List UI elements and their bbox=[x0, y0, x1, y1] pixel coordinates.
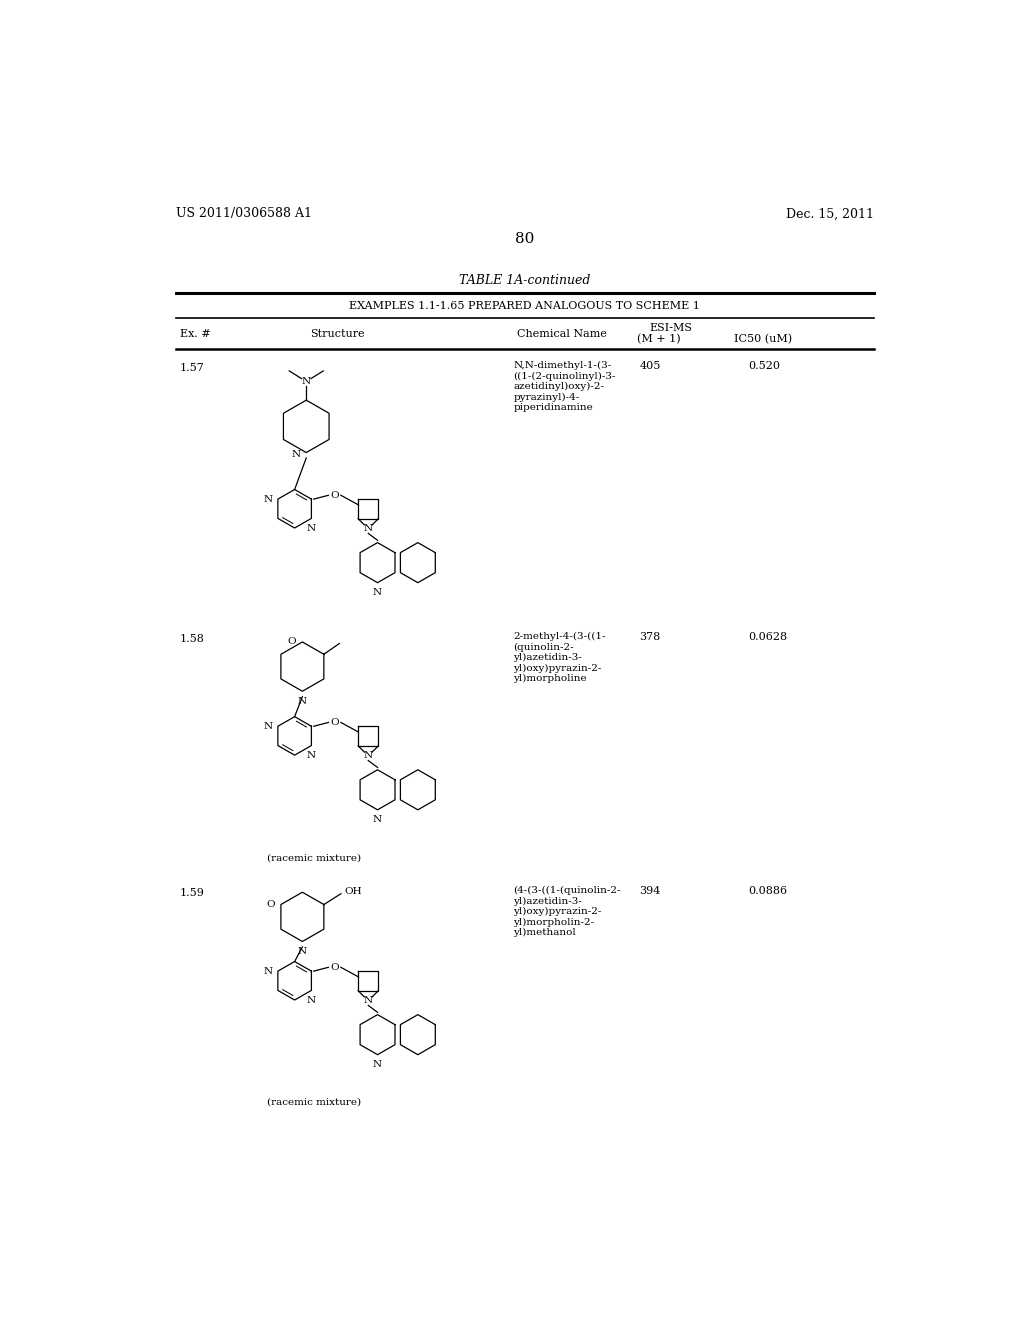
Text: 394: 394 bbox=[640, 886, 660, 896]
Text: N: N bbox=[373, 589, 382, 597]
Text: (4-(3-((1-(quinolin-2-
yl)azetidin-3-
yl)oxy)pyrazin-2-
yl)morpholin-2-
yl)metha: (4-(3-((1-(quinolin-2- yl)azetidin-3- yl… bbox=[513, 886, 621, 937]
Text: Structure: Structure bbox=[310, 329, 365, 339]
Text: N: N bbox=[263, 722, 272, 731]
Text: N: N bbox=[302, 378, 311, 387]
Text: 0.520: 0.520 bbox=[748, 360, 780, 371]
Text: TABLE 1A-continued: TABLE 1A-continued bbox=[459, 273, 591, 286]
Text: 2-methyl-4-(3-((1-
(quinolin-2-
yl)azetidin-3-
yl)oxy)pyrazin-2-
yl)morpholine: 2-methyl-4-(3-((1- (quinolin-2- yl)azeti… bbox=[513, 632, 605, 684]
Text: N,N-dimethyl-1-(3-
((1-(2-quinolinyl)-3-
azetidinyl)oxy)-2-
pyrazinyl)-4-
piperi: N,N-dimethyl-1-(3- ((1-(2-quinolinyl)-3-… bbox=[513, 360, 615, 412]
Text: IC50 (uM): IC50 (uM) bbox=[734, 334, 793, 345]
Text: N: N bbox=[307, 995, 316, 1005]
Text: (racemic mixture): (racemic mixture) bbox=[267, 853, 361, 862]
Text: OH: OH bbox=[345, 887, 362, 896]
Text: N: N bbox=[364, 524, 373, 533]
Text: O: O bbox=[288, 638, 296, 647]
Text: N: N bbox=[263, 966, 272, 975]
Text: 1.59: 1.59 bbox=[180, 888, 205, 899]
Text: O: O bbox=[266, 900, 274, 909]
Text: N: N bbox=[373, 816, 382, 824]
Text: N: N bbox=[364, 751, 373, 760]
Text: 0.0628: 0.0628 bbox=[748, 632, 787, 642]
Text: ESI-MS: ESI-MS bbox=[649, 323, 692, 333]
Text: 0.0886: 0.0886 bbox=[748, 886, 787, 896]
Text: 1.57: 1.57 bbox=[180, 363, 205, 374]
Text: N: N bbox=[307, 751, 316, 760]
Text: 405: 405 bbox=[640, 360, 660, 371]
Text: EXAMPLES 1.1-1.65 PREPARED ANALOGOUS TO SCHEME 1: EXAMPLES 1.1-1.65 PREPARED ANALOGOUS TO … bbox=[349, 301, 700, 312]
Text: (M + 1): (M + 1) bbox=[637, 334, 681, 345]
Text: 1.58: 1.58 bbox=[180, 635, 205, 644]
Text: N: N bbox=[298, 697, 307, 706]
Text: Chemical Name: Chemical Name bbox=[517, 329, 607, 339]
Text: US 2011/0306588 A1: US 2011/0306588 A1 bbox=[176, 207, 312, 220]
Text: N: N bbox=[307, 524, 316, 533]
Text: Dec. 15, 2011: Dec. 15, 2011 bbox=[785, 207, 873, 220]
Text: N: N bbox=[373, 1060, 382, 1069]
Text: 378: 378 bbox=[640, 632, 660, 642]
Text: O: O bbox=[331, 491, 339, 500]
Text: O: O bbox=[331, 962, 339, 972]
Text: N: N bbox=[292, 450, 301, 459]
Text: Ex. #: Ex. # bbox=[180, 329, 211, 339]
Text: N: N bbox=[263, 495, 272, 504]
Text: N: N bbox=[298, 946, 307, 956]
Text: N: N bbox=[364, 997, 373, 1006]
Text: (racemic mixture): (racemic mixture) bbox=[267, 1097, 361, 1106]
Text: 80: 80 bbox=[515, 232, 535, 247]
Text: O: O bbox=[331, 718, 339, 727]
